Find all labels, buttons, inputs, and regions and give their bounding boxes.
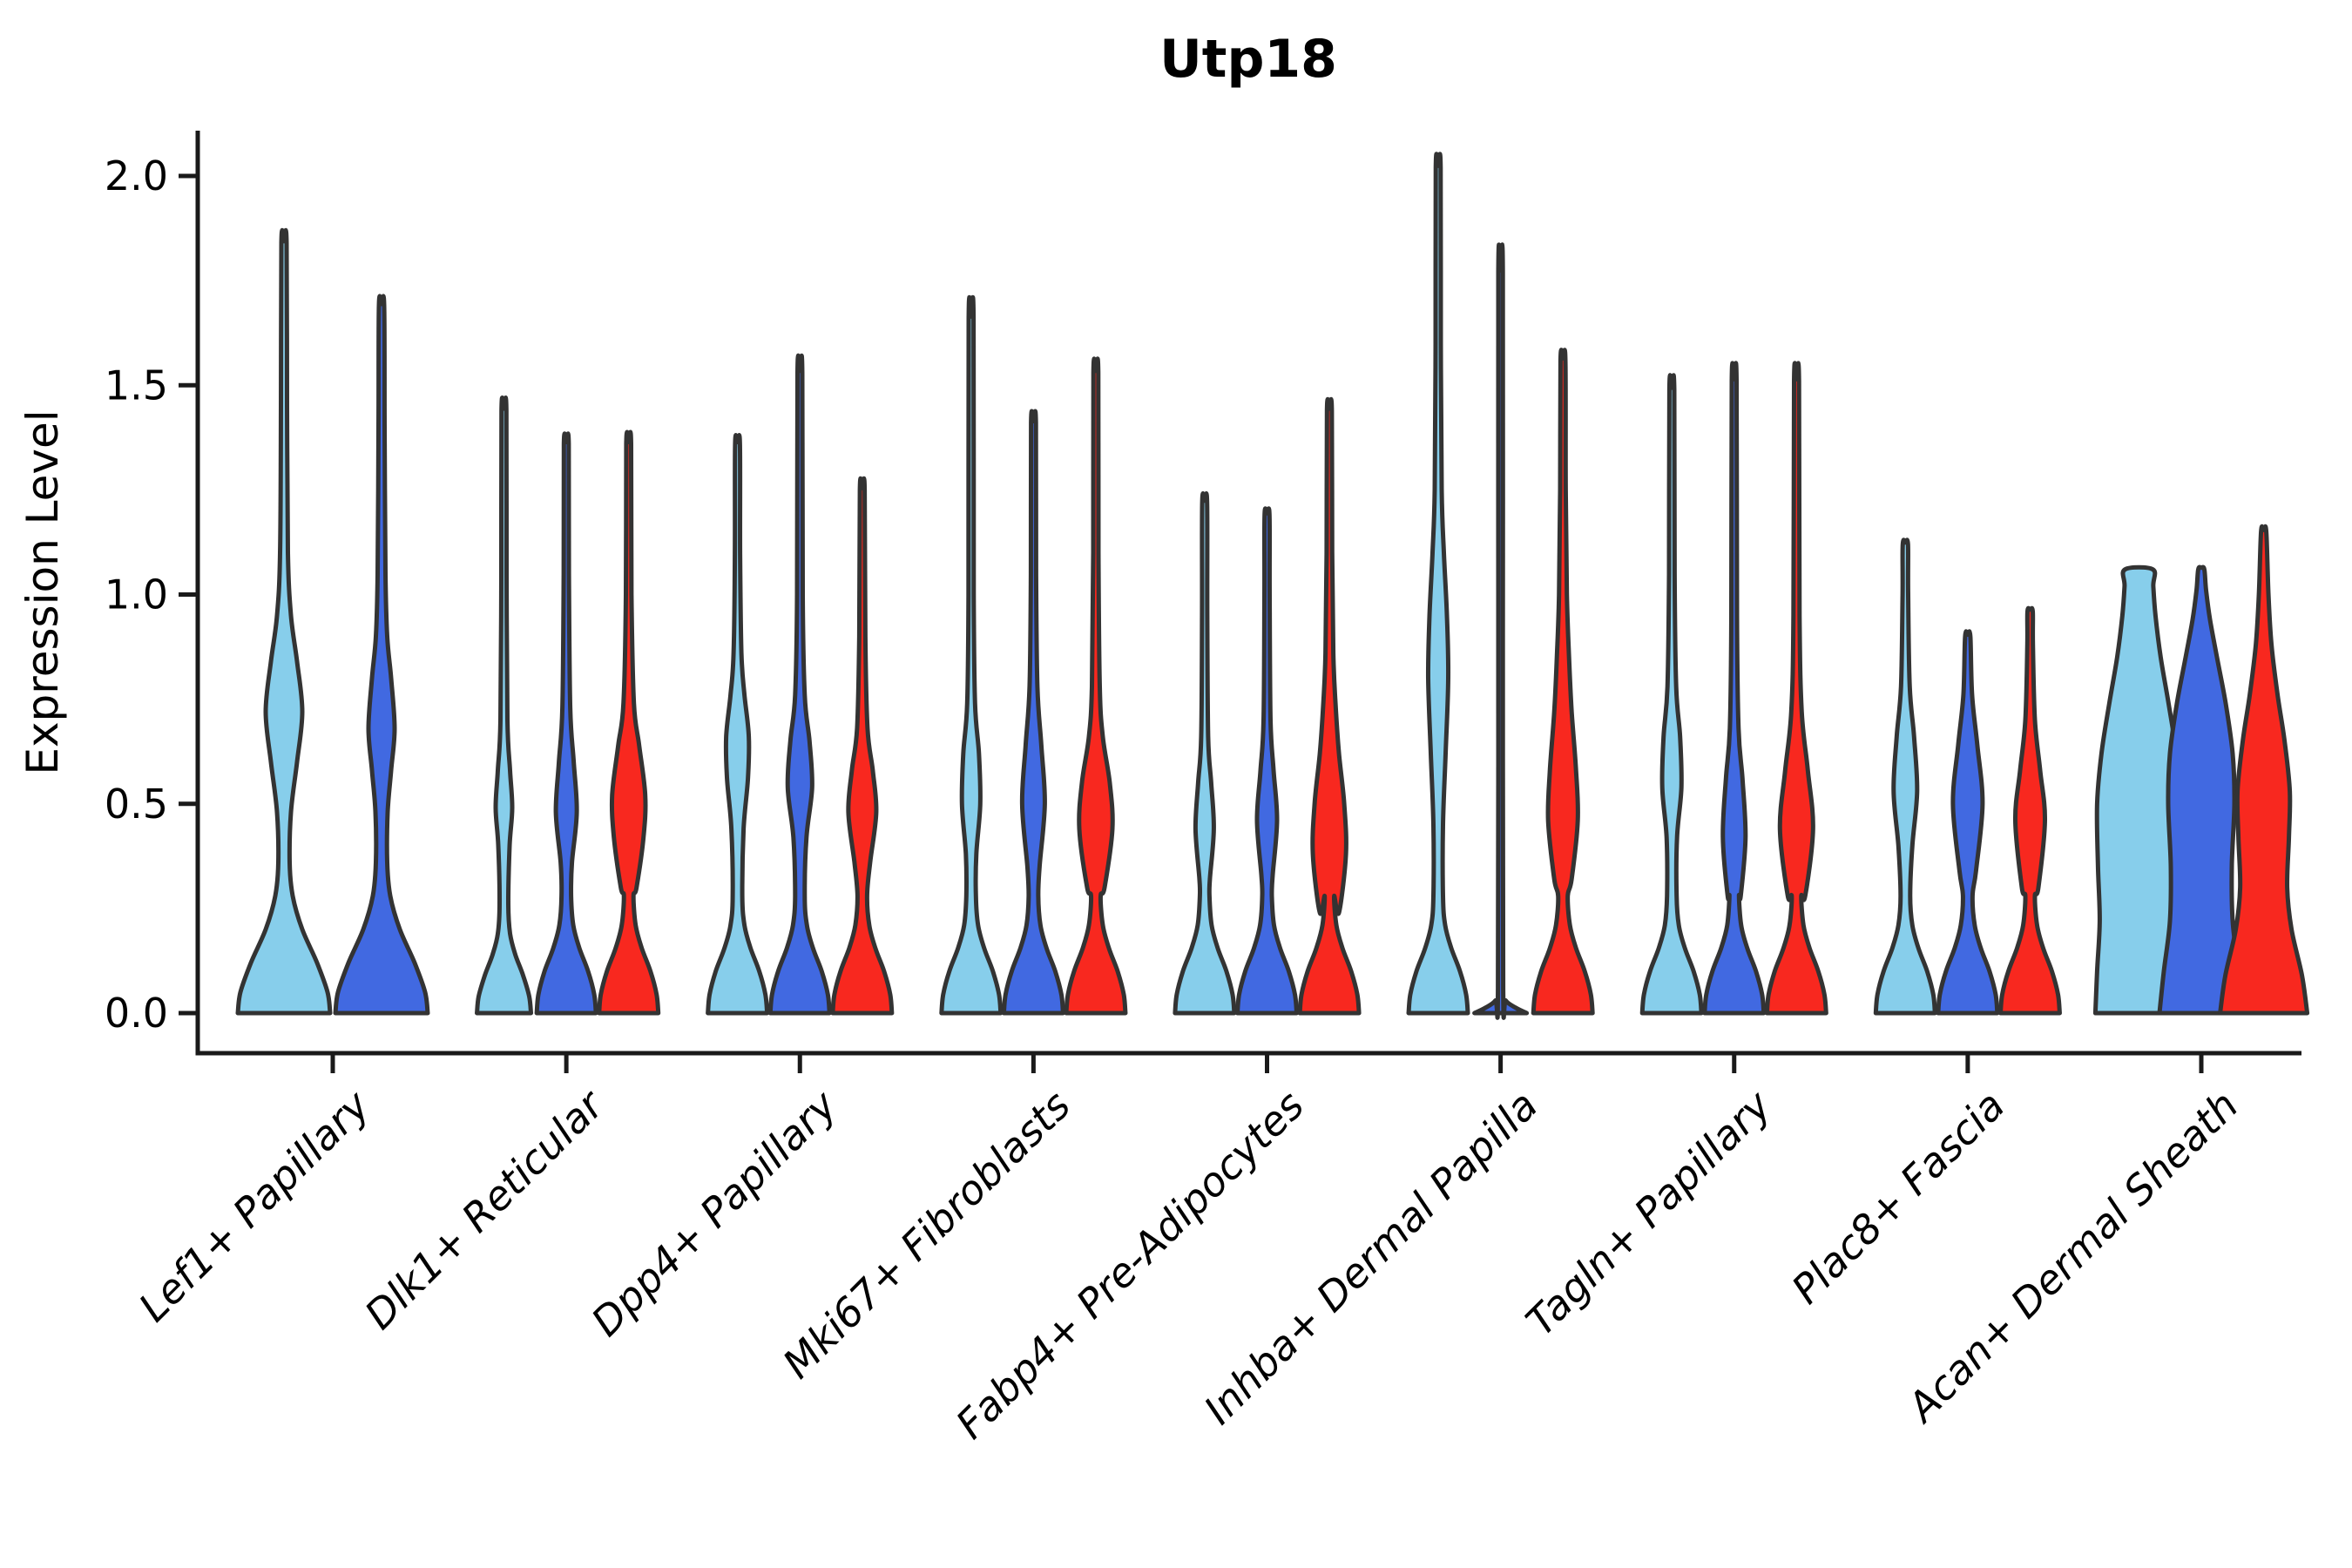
- violin-plac8-blue: [1936, 629, 2000, 1016]
- violin-mki67-blue: [1001, 409, 1065, 1016]
- violin-dlk1-blue: [534, 431, 598, 1016]
- x-tick-label: Dpp4+ Papillary: [582, 1081, 846, 1345]
- violin-acan-red: [2218, 524, 2310, 1016]
- violin-inhba-lightblue: [1406, 152, 1470, 1016]
- violin-plac8-red: [1998, 605, 2062, 1016]
- y-tick-label: 2.0: [105, 152, 168, 199]
- y-tick-label: 1.5: [105, 362, 168, 409]
- violin-tagln-red: [1764, 361, 1828, 1016]
- violin-inhba-red: [1531, 348, 1595, 1016]
- x-tick-label: Plac8+ Fascia: [1782, 1082, 2013, 1313]
- violin-plac8-lightblue: [1873, 537, 1937, 1016]
- violin-mki67-lightblue: [939, 294, 1004, 1016]
- violin-dpp4-blue: [767, 354, 832, 1016]
- violin-inhba-blue: [1472, 242, 1530, 1020]
- violin-fabp4-red: [1297, 396, 1362, 1016]
- y-ticks: 0.0 0.5 1.0 1.5 2.0: [105, 152, 198, 1037]
- violin-dlk1-lightblue: [475, 395, 534, 1016]
- violin-lef1-blue: [333, 294, 430, 1016]
- violin-tagln-lightblue: [1639, 373, 1704, 1016]
- x-tick-label: Tagln+ Papillary: [1517, 1081, 1781, 1345]
- y-tick-label: 0.0: [105, 990, 168, 1037]
- y-tick-label: 0.5: [105, 781, 168, 828]
- violin-dpp4-red: [830, 476, 895, 1016]
- violin-acan-blue: [2157, 564, 2246, 1016]
- violin-dlk1-red: [597, 429, 661, 1016]
- y-axis-label: Expression Level: [17, 409, 68, 774]
- violin-fabp4-lightblue: [1173, 490, 1237, 1016]
- violin-mki67-red: [1064, 356, 1128, 1016]
- x-tick-label: Lef1+ Papillary: [130, 1081, 379, 1330]
- violin-lef1-lightblue: [235, 227, 333, 1016]
- violins-layer: [235, 152, 2310, 1020]
- violin-dpp4-lightblue: [706, 433, 770, 1016]
- x-tick-label: Dlk1+ Reticular: [355, 1079, 614, 1338]
- violin-fabp4-blue: [1235, 506, 1299, 1016]
- chart-title: Utp18: [1159, 29, 1337, 90]
- violin-tagln-blue: [1702, 361, 1767, 1016]
- y-tick-label: 1.0: [105, 571, 168, 618]
